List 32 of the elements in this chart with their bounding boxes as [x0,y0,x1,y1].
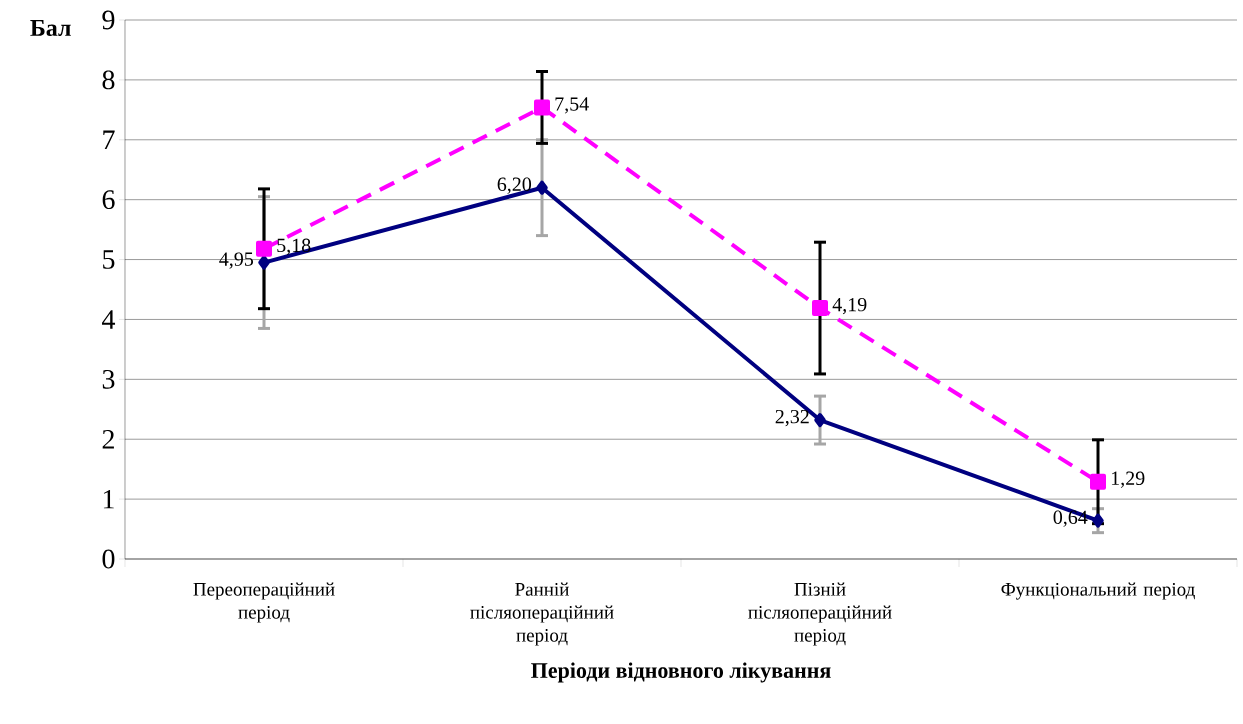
y-tick-label: 4 [102,310,116,329]
point [534,99,550,116]
y-axis-title: Бал [30,20,71,37]
x-axis-title: Періоди відновного лікування [531,662,831,683]
y-tick-label: 0 [102,549,115,569]
x-tick-label: Переопераційний період [193,582,335,623]
y-tick-label: 2 [102,429,114,449]
point [812,300,828,317]
y-tick-label: 8 [102,70,115,90]
x-tick-label: Ранній післяопераційний період [470,582,614,646]
data-label: 6,20 [497,177,532,194]
data-label: 2,32 [775,409,809,427]
data-label: 1,29 [1111,471,1145,488]
point [1090,473,1107,490]
data-label: 5,18 [277,238,311,255]
data-label: 4,19 [832,297,867,315]
x-tick-label: Пізній післяопераційний період [748,582,892,646]
point [814,413,826,428]
y-tick-label: 3 [102,369,115,389]
y-tick-label: 1 [103,489,114,509]
data-label: 4,95 [219,252,254,269]
x-tick-label: Функціональний період [1001,582,1195,600]
data-label: 7,54 [555,97,589,114]
y-tick-label: 9 [102,10,115,30]
point [536,180,548,195]
point [258,255,270,270]
point [256,240,272,257]
y-tick-label: 5 [103,250,115,269]
y-tick-label: 6 [102,190,115,210]
data-label: 0,64 [1053,510,1088,527]
y-tick-label: 7 [103,130,115,149]
point [1092,513,1104,528]
